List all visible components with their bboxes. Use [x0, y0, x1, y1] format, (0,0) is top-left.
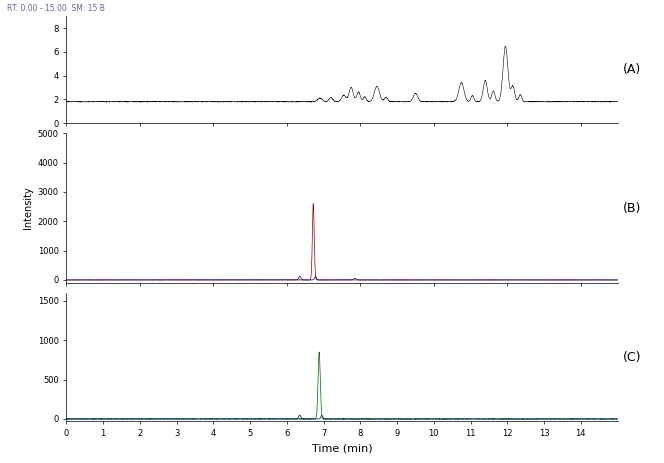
Text: (A): (A): [623, 63, 641, 76]
Text: RT: 0.00 - 15.00  SM: 15 B: RT: 0.00 - 15.00 SM: 15 B: [7, 4, 104, 13]
X-axis label: Time (min): Time (min): [311, 444, 373, 454]
Text: (B): (B): [623, 201, 641, 214]
Text: (C): (C): [623, 351, 641, 364]
Y-axis label: Intensity: Intensity: [23, 187, 33, 230]
